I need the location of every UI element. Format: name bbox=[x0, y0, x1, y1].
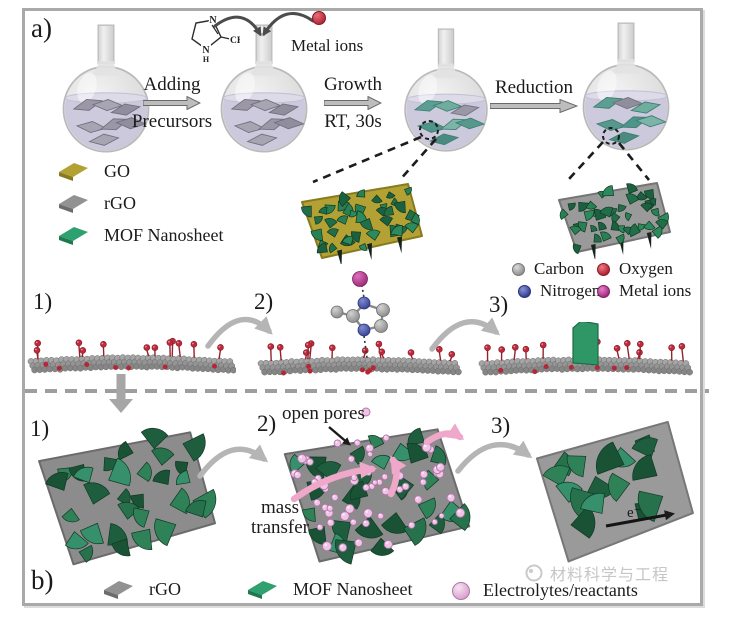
rgo-swatch-icon bbox=[104, 581, 133, 599]
h-label: H bbox=[203, 55, 210, 64]
mof-swatch-icon bbox=[248, 581, 277, 599]
mech-legend-nitrogen: Nitrogen bbox=[518, 281, 600, 301]
legend-b-rgo-label: rGO bbox=[149, 578, 181, 599]
b-step2-label: 2) bbox=[257, 411, 277, 436]
process-arrow-icon bbox=[324, 96, 382, 110]
carbon-label: Carbon bbox=[534, 259, 585, 278]
mass-transfer-line2: transfer bbox=[250, 517, 310, 538]
nitrogen-atom bbox=[357, 296, 371, 310]
step-adding-line1: Adding bbox=[143, 74, 201, 95]
graphene-sheet-with-mof-seed bbox=[478, 322, 693, 376]
n-top-label: N bbox=[209, 15, 217, 26]
nitrogen-label: Nitrogen bbox=[540, 281, 601, 300]
mech-legend-carbon: Carbon bbox=[512, 259, 584, 279]
electron-label: e⁻ bbox=[627, 505, 642, 521]
legend-rgo: rGO bbox=[55, 192, 136, 214]
step-growth-line2: RT, 30s bbox=[324, 111, 382, 132]
metal-imidazolate-molecule bbox=[330, 271, 390, 359]
legend-b-mof: MOF Nanosheet bbox=[244, 578, 413, 600]
mech-legend-metal-ions: Metal ions bbox=[597, 281, 691, 301]
carbon-atom bbox=[374, 319, 388, 333]
methyl-label: CH₃ bbox=[230, 36, 240, 46]
oxygen-dot-icon bbox=[597, 262, 610, 276]
graphene-oxide-sheet-1 bbox=[27, 337, 236, 374]
flask-mof-rgo bbox=[570, 22, 682, 152]
mass-transfer-line1: mass bbox=[261, 497, 299, 518]
b-step3-label: 3) bbox=[491, 413, 511, 438]
panel-b-label: b) bbox=[31, 565, 54, 595]
open-pores-label: open pores bbox=[282, 403, 365, 424]
b-step1-label: 1) bbox=[30, 416, 50, 441]
mech-step3-label: 3) bbox=[489, 292, 509, 317]
carbon-atom bbox=[376, 303, 390, 317]
metal-ion-dot-icon bbox=[597, 284, 610, 298]
mech-legend-oxygen: Oxygen bbox=[597, 259, 673, 279]
legend-rgo-label: rGO bbox=[104, 192, 136, 213]
methyl-carbon-atom bbox=[330, 305, 344, 319]
nitrogen-atom bbox=[357, 323, 371, 337]
step-growth-line1: Growth bbox=[323, 74, 383, 95]
graphene-oxide-sheet-2 bbox=[257, 340, 462, 376]
electron-transport-array bbox=[535, 420, 694, 563]
mass-transfer-label: mass transfer bbox=[238, 498, 322, 538]
watermark-text: 材料科学与工程 bbox=[550, 565, 670, 584]
process-arrow-icon bbox=[490, 99, 578, 113]
carbon-dot-icon bbox=[512, 262, 525, 276]
step-reduction: Reduction bbox=[486, 77, 582, 114]
flask-mof-go bbox=[392, 28, 500, 153]
rgo-swatch-icon bbox=[59, 195, 88, 213]
carbon-atom bbox=[346, 309, 360, 323]
step-reduction-line1: Reduction bbox=[494, 77, 574, 98]
inset-mof-on-go-array bbox=[301, 183, 423, 264]
legend-mof-label: MOF Nanosheet bbox=[104, 224, 224, 245]
step-adding-line2: Precursors bbox=[131, 111, 213, 132]
mof-rgo-array bbox=[38, 427, 217, 566]
mof-swatch-icon bbox=[59, 227, 88, 245]
legend-mof: MOF Nanosheet bbox=[55, 224, 224, 246]
panel-a-label: a) bbox=[31, 13, 52, 43]
metal-ions-label: Metal ions bbox=[619, 281, 692, 300]
process-arrow-icon bbox=[143, 96, 201, 110]
nitrogen-dot-icon bbox=[518, 284, 531, 298]
step-growth: Growth RT, 30s bbox=[321, 74, 385, 132]
legend-go-label: GO bbox=[104, 160, 130, 181]
oxygen-label: Oxygen bbox=[619, 259, 673, 278]
legend-b-rgo: rGO bbox=[100, 578, 181, 600]
watermark-logo-icon bbox=[525, 564, 543, 582]
metal-ion-atom bbox=[352, 271, 368, 287]
mech-step1-label: 1) bbox=[33, 289, 53, 314]
watermark: 材料科学与工程 bbox=[524, 561, 669, 585]
go-swatch-icon bbox=[59, 163, 88, 181]
legend-b-electrolytes: Electrolytes/reactants bbox=[452, 580, 638, 601]
methylimidazole-structure: N N H CH₃ bbox=[191, 14, 240, 64]
inset-mof-on-rgo-array bbox=[558, 182, 671, 259]
legend-b-mof-label: MOF Nanosheet bbox=[293, 578, 413, 599]
step-adding-precursors: Adding Precursors bbox=[129, 74, 215, 132]
mof-array-with-electrolytes bbox=[283, 427, 471, 565]
legend-go: GO bbox=[55, 160, 130, 182]
mech-step2-label: 2) bbox=[254, 289, 274, 314]
metal-ions-label: Metal ions bbox=[291, 36, 364, 55]
figure-frame bbox=[22, 8, 703, 606]
electrolyte-dot-icon bbox=[452, 581, 470, 600]
n-bottom-label: N bbox=[202, 45, 210, 56]
legend-b-electrolytes-label: Electrolytes/reactants bbox=[483, 580, 638, 600]
